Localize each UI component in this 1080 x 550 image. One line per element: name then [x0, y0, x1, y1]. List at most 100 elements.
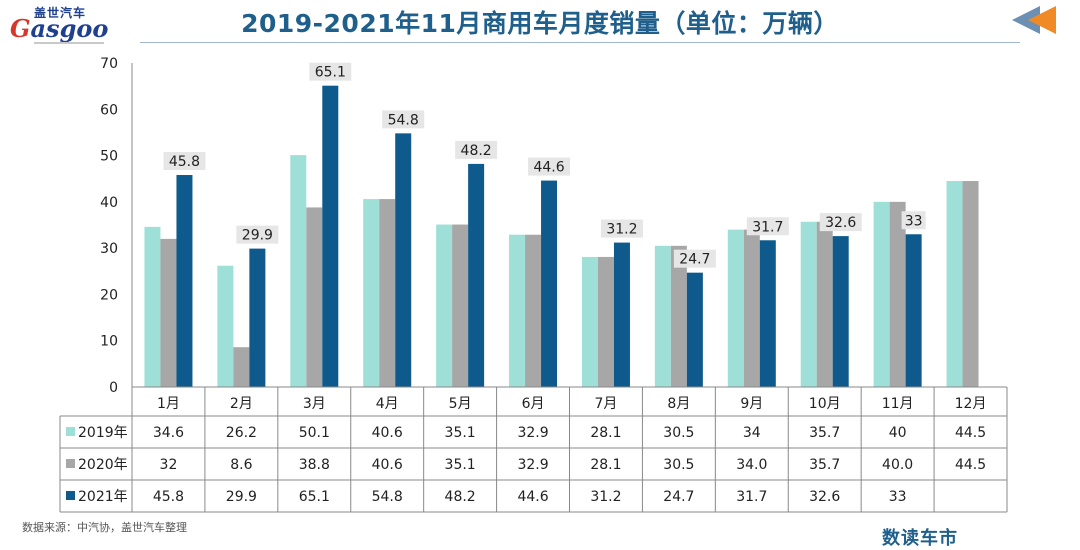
bar-2019年-12月: [946, 181, 963, 387]
table-cell: 32.6: [809, 489, 840, 505]
table-cell: 35.1: [445, 457, 476, 473]
table-cell: 35.1: [445, 425, 476, 441]
data-label-bg: [746, 217, 789, 236]
bar-2021年-8月: [686, 272, 703, 387]
data-label: 31.2: [606, 222, 637, 238]
table-cell: 65.1: [299, 489, 330, 505]
table-cell: 29.9: [226, 489, 257, 505]
bar-2020年-12月: [962, 181, 979, 387]
x-tick-label: 9月: [740, 396, 763, 412]
legend-label: 2021年: [78, 489, 128, 505]
data-label: 32.6: [825, 215, 856, 231]
bar-2021年-5月: [468, 163, 485, 387]
bar-2019年-6月: [509, 234, 526, 387]
bar-2021年-1月: [176, 175, 193, 387]
data-label-bg: [600, 219, 643, 238]
title-divider: [140, 42, 1020, 43]
table-cell: 32: [160, 457, 178, 473]
bar-2020年-4月: [379, 199, 396, 387]
data-label: 24.7: [679, 252, 710, 268]
bar-2019年-2月: [217, 265, 234, 387]
x-tick-label: 12月: [955, 396, 987, 412]
table-cell: 28.1: [590, 457, 621, 473]
table-cell: 33: [889, 489, 907, 505]
table-cell: 48.2: [445, 489, 476, 505]
x-tick-label: 5月: [449, 396, 472, 412]
legend-swatch: [66, 459, 75, 468]
bar-2019年-1月: [144, 226, 161, 387]
y-tick-label: 70: [100, 56, 118, 72]
table-cell: 54.8: [372, 489, 403, 505]
bar-2021年-11月: [905, 234, 922, 387]
table-cell: 45.8: [153, 489, 184, 505]
page-title: 2019-2021年11月商用车月度销量（单位：万辆）: [241, 9, 839, 38]
bar-2020年-8月: [670, 245, 687, 387]
bar-2019年-11月: [873, 201, 890, 387]
data-label: 33: [905, 213, 923, 229]
data-label-bg: [382, 110, 425, 129]
bar-2021年-7月: [613, 242, 630, 387]
table-cell: 40.0: [882, 457, 913, 473]
table-cell: 26.2: [226, 425, 257, 441]
table-cell: 50.1: [299, 425, 330, 441]
corner-arrow-icon: [1012, 6, 1056, 34]
data-label-bg: [455, 140, 498, 159]
table-cell: 40.6: [372, 457, 403, 473]
data-label: 54.8: [388, 112, 419, 128]
x-tick-label: 11月: [882, 396, 914, 412]
bar-2021年-10月: [832, 236, 849, 387]
y-tick-label: 0: [109, 380, 118, 396]
table-cell: 34.6: [153, 425, 184, 441]
table-cell: 30.5: [663, 425, 694, 441]
logo-cn-text: 盖世汽车: [34, 6, 87, 20]
table-cell: 40: [889, 425, 907, 441]
x-tick-label: 4月: [376, 396, 399, 412]
legend-label: 2020年: [78, 457, 128, 473]
brand-tag: 数读车市: [882, 528, 958, 549]
bar-2019年-10月: [800, 221, 817, 387]
x-tick-label: 6月: [522, 396, 545, 412]
bar-2019年-4月: [363, 199, 380, 387]
data-label: 45.8: [169, 154, 200, 170]
data-label-bg: [236, 225, 279, 244]
y-tick-label: 50: [100, 149, 118, 165]
bar-2019年-3月: [290, 155, 307, 387]
bar-2020年-5月: [452, 224, 469, 387]
table-cell: 32.9: [517, 457, 548, 473]
y-tick-label: 40: [100, 195, 118, 211]
x-tick-label: 3月: [303, 396, 326, 412]
bar-2019年-7月: [581, 256, 598, 387]
table-cell: 38.8: [299, 457, 330, 473]
bar-2019年-8月: [654, 245, 671, 387]
data-label-bg: [163, 152, 206, 171]
table-cell: 8.6: [230, 457, 252, 473]
logo-tagline: [34, 42, 104, 44]
legend-swatch: [66, 427, 75, 436]
bar-2019年-9月: [727, 229, 744, 387]
bar-2021年-9月: [759, 240, 776, 387]
x-tick-label: 8月: [667, 396, 690, 412]
y-tick-label: 60: [100, 102, 118, 118]
bar-2020年-3月: [306, 207, 323, 387]
source-note: 数据来源：中汽协，盖世汽车整理: [22, 521, 187, 534]
table-cell: 31.7: [736, 489, 767, 505]
table-cell: 44.5: [955, 425, 986, 441]
data-label-bg: [819, 213, 862, 232]
table-cell: 32.9: [517, 425, 548, 441]
table-cell: 28.1: [590, 425, 621, 441]
data-label-bg: [901, 211, 926, 230]
bar-2020年-6月: [525, 234, 542, 387]
bar-2020年-2月: [233, 347, 250, 387]
x-tick-label: 1月: [157, 396, 180, 412]
x-tick-label: 10月: [809, 396, 841, 412]
bar-2020年-11月: [889, 201, 906, 387]
data-label: 29.9: [242, 228, 273, 244]
y-tick-label: 20: [100, 287, 118, 303]
table-cell: 30.5: [663, 457, 694, 473]
table-cell: 44.5: [955, 457, 986, 473]
table-cell: 35.7: [809, 425, 840, 441]
data-label-bg: [309, 62, 352, 81]
legend-label: 2019年: [78, 425, 128, 441]
legend-swatch: [66, 491, 75, 500]
